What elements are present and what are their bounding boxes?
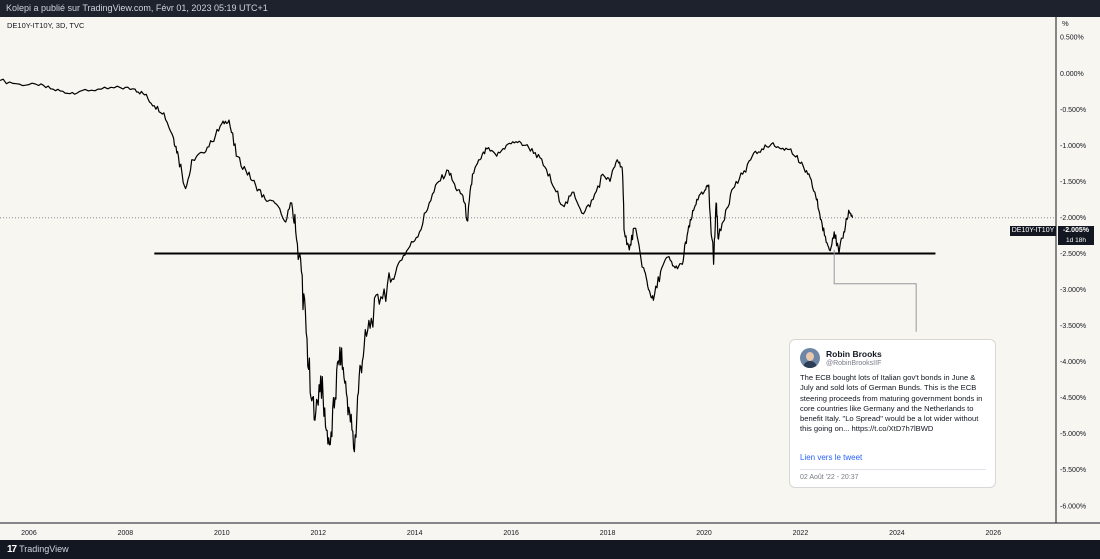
tweet-divider xyxy=(800,469,986,470)
price-label-value: -2.005% xyxy=(1058,226,1094,236)
price-chart[interactable]: DE10Y-IT10Y, 3D, TVC % 0.500% 0.000% -0.50… xyxy=(0,17,1100,540)
x-tick-label: 2016 xyxy=(503,530,519,537)
y-tick-label: 0.500% xyxy=(1060,35,1084,42)
tweet-card[interactable]: Robin Brooks @RobinBrooksIIF The ECB bou… xyxy=(789,339,996,488)
x-tick-label: 2026 xyxy=(986,530,1002,537)
avatar-body xyxy=(803,361,817,368)
y-tick-label: -2.500% xyxy=(1060,251,1086,258)
y-axis-ticks: 0.500% 0.000% -0.500% -1.000% -1.500% -2.000%… xyxy=(1060,35,1086,511)
published-by-bar: Kolepi a publié sur TradingView.com, Fév… xyxy=(0,0,1100,17)
x-tick-label: 2018 xyxy=(600,530,616,537)
chart-area[interactable]: DE10Y-IT10Y, 3D, TVC % 0.500% 0.000% -0.50… xyxy=(0,17,1100,540)
footer-logo[interactable]: 17 TradingView xyxy=(7,540,69,559)
series-line-de10y-it10y xyxy=(0,78,854,453)
y-tick-label: -0.500% xyxy=(1060,107,1086,114)
price-label-symbol: DE10Y-IT10Y xyxy=(1010,226,1056,236)
published-by-text: Kolepi a publié sur TradingView.com, Fév… xyxy=(6,3,268,13)
x-tick-label: 2022 xyxy=(793,530,809,537)
tweet-date: 02 Août '22 - 20:37 xyxy=(800,474,859,481)
x-tick-label: 2010 xyxy=(214,530,230,537)
tweet-text: The ECB bought lots of Italian gov't bon… xyxy=(800,373,983,434)
footer-brand: TradingView xyxy=(19,544,69,554)
x-tick-label: 2020 xyxy=(696,530,712,537)
avatar[interactable] xyxy=(800,348,820,368)
avatar-face xyxy=(806,352,814,361)
tweet-author-handle[interactable]: @RobinBrooksIIF xyxy=(826,360,882,367)
y-tick-label: -5.000% xyxy=(1060,431,1086,438)
chart-annotations xyxy=(154,249,936,332)
price-label-countdown: 1d 18h xyxy=(1058,236,1094,245)
y-tick-label: -1.000% xyxy=(1060,143,1086,150)
y-tick-label: -4.500% xyxy=(1060,395,1086,402)
y-tick-label: -5.500% xyxy=(1060,467,1086,474)
tweet-link[interactable]: Lien vers le tweet xyxy=(800,453,863,462)
y-tick-label: -6.000% xyxy=(1060,503,1086,510)
price-scale-background xyxy=(1056,17,1100,540)
x-tick-label: 2006 xyxy=(21,530,37,537)
x-tick-label: 2024 xyxy=(889,530,905,537)
x-tick-label: 2012 xyxy=(310,530,326,537)
tradingview-logo-icon: 17 xyxy=(7,544,17,555)
x-tick-label: 2008 xyxy=(118,530,134,537)
y-tick-label: -3.500% xyxy=(1060,323,1086,330)
tweet-author-name[interactable]: Robin Brooks xyxy=(826,349,882,359)
y-tick-label: -3.000% xyxy=(1060,287,1086,294)
x-tick-label: 2014 xyxy=(407,530,423,537)
chart-legend-symbol: DE10Y-IT10Y, 3D, TVC xyxy=(7,21,85,30)
footer-bar: 17 TradingView xyxy=(0,540,1100,559)
y-tick-label: -2.000% xyxy=(1060,215,1086,222)
tweet-callout-connector xyxy=(833,249,917,332)
x-axis-ticks: 2006 2008 2010 2012 2014 2016 2018 2020 2022 2024… xyxy=(21,530,1001,537)
y-tick-label: -4.000% xyxy=(1060,359,1086,366)
y-tick-label: -1.500% xyxy=(1060,179,1086,186)
y-axis-unit-label: % xyxy=(1062,19,1069,28)
y-tick-label: 0.000% xyxy=(1060,71,1084,78)
